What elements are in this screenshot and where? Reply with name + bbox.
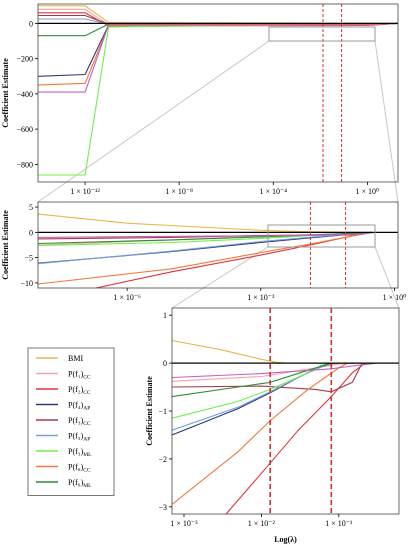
series-group [38, 4, 398, 182]
legend-label-subscript: ML [83, 452, 92, 458]
y-tick-label: −800 [16, 160, 33, 169]
chart-panel-3: 1 0 −1 −2 −31 × 10⁻³ 1 × 10⁻² 1 × 10⁻¹ Coeffici… [145, 307, 400, 544]
x-tick-label: 1 × 10⁻¹² [70, 187, 100, 196]
legend-label: P(f₃)CC [68, 416, 91, 427]
y-tick-label: 0 [29, 19, 33, 28]
series-line-1 [172, 340, 285, 364]
series-line-4 [38, 22, 398, 77]
x-tick-label: 1 × 10⁻⁴ [260, 187, 288, 196]
legend-label: P(f₃)AP [68, 432, 90, 443]
zoom-guide-right [374, 246, 400, 309]
legend-label-main: P(f₃) [68, 432, 84, 441]
series-line-6 [172, 362, 336, 431]
series-line-5 [172, 362, 363, 393]
y-tick-label: −5 [24, 254, 33, 263]
series-group [38, 202, 398, 288]
legend-label: P(f₁)CC [68, 370, 91, 381]
legend-label: P(f₂)CC [68, 385, 91, 396]
legend-label: P(f₄)AP [68, 401, 90, 412]
legend-label-subscript: AP [83, 437, 90, 443]
y-tick-label: −10 [20, 279, 33, 288]
legend-label-subscript: CC [83, 468, 91, 474]
series-line-9 [38, 231, 372, 245]
y-axis-label: Coefficient Estimate [145, 376, 154, 446]
y-tick-label: 0 [163, 359, 167, 368]
y-tick-label: −200 [16, 55, 33, 64]
legend-label-main: P(f₃) [68, 416, 84, 425]
legend-label-main: P(f₁) [68, 370, 84, 379]
y-tick-label: −3 [158, 503, 167, 512]
series-group [172, 308, 399, 514]
y-tick-label: −1 [158, 407, 167, 416]
x-tick-label: 1 × 10⁰ [356, 187, 380, 196]
legend-label-subscript: CC [83, 421, 91, 427]
plot-frame [37, 201, 399, 289]
legend-label: BMI [68, 354, 83, 363]
series-line-10 [38, 22, 398, 93]
legend-label-main: P(f₆) [68, 478, 84, 487]
x-tick-label: 1 × 10⁻³ [170, 519, 198, 528]
legend-label-main: P(f₆) [68, 463, 84, 472]
zoom-guides [37, 40, 400, 309]
series-line-1 [38, 213, 372, 233]
x-tick-label: 1 × 10⁰ [383, 293, 407, 302]
series-line-8 [38, 231, 372, 285]
plot-frame [37, 3, 399, 183]
legend-label-main: P(f₂) [68, 385, 84, 394]
series-line-10 [172, 362, 376, 379]
chart-panel-1: 0 −200 −400 −600 −800 1 × 10⁻¹² 1 × 10⁻⁸ 1 × 10… [1, 3, 399, 196]
legend-label-main: BMI [68, 354, 83, 363]
series-line-3 [225, 362, 366, 514]
series-line-10 [38, 231, 375, 238]
legend-label-subscript: CC [83, 390, 91, 396]
y-axis-label: Coefficient Estimate [1, 58, 10, 128]
legend-label-main: P(f₄) [68, 401, 84, 410]
zoom-guide-right [374, 40, 399, 203]
legend-label-subscript: AP [83, 406, 90, 412]
y-tick-label: −400 [16, 90, 33, 99]
zoom-box [267, 224, 376, 248]
y-tick-label: 1 [163, 311, 167, 320]
x-axis-label: Log(λ) [274, 535, 297, 544]
legend-label-subscript: ML [83, 483, 92, 489]
legend-label-subscript: CC [83, 375, 91, 381]
y-tick-label: 5 [29, 203, 33, 212]
y-tick-label: −600 [16, 125, 33, 134]
y-tick-label: −2 [158, 455, 167, 464]
x-tick-label: 1 × 10⁻¹ [325, 519, 353, 528]
series-line-7 [38, 22, 398, 176]
y-axis-label: Coefficient Estimate [1, 210, 10, 280]
zoom-guide-left [37, 40, 270, 203]
y-tick-label: 0 [29, 228, 33, 237]
x-tick-label: 1 × 10⁻² [248, 519, 276, 528]
plot-frame [171, 307, 400, 515]
x-tick-label: 1 × 10⁻⁸ [165, 187, 193, 196]
zoom-box [268, 26, 376, 42]
legend: BMIP(f₁)CCP(f₂)CCP(f₄)APP(f₃)CCP(f₃)APP(… [27, 347, 115, 496]
x-tick-label: 1 × 10⁻³ [247, 293, 275, 302]
legend-label: P(f₆)ML [68, 478, 92, 489]
legend-label: P(f₆)CC [68, 463, 91, 474]
chart-panel-2: 5 0 −5 −10 1 × 10⁻⁶ 1 × 10⁻³ 1 × 10⁰ Coefficien… [1, 201, 407, 302]
legend-label-main: P(f₃) [68, 447, 84, 456]
legend-box [27, 347, 115, 496]
legend-label: P(f₃)ML [68, 447, 92, 458]
x-tick-label: 1 × 10⁻⁶ [113, 293, 141, 302]
